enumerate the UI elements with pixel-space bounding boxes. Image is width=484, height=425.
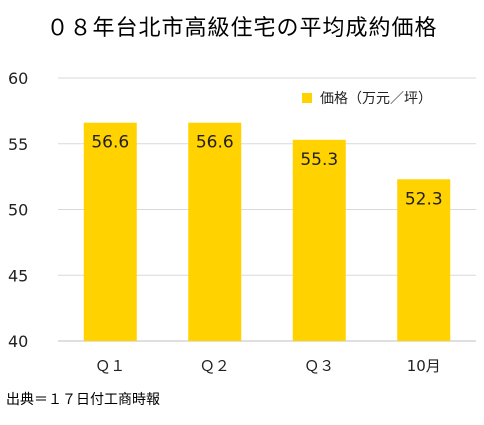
- y-tick-label: 50: [8, 201, 28, 220]
- y-tick-label: 45: [8, 266, 28, 285]
- data-label: 55.3: [300, 150, 338, 170]
- bar: [292, 139, 346, 341]
- data-label: 56.6: [196, 133, 234, 153]
- legend-label: 価格（万元／坪）: [320, 91, 432, 107]
- category-label: Ｑ３: [304, 357, 334, 375]
- y-axis-ticks: 40 45 50 55 60: [8, 69, 28, 351]
- chart-title: ０８年台北市高級住宅の平均成約価格: [46, 16, 438, 41]
- y-tick-label: 40: [8, 332, 28, 351]
- y-tick-label: 55: [8, 135, 28, 154]
- category-label: Ｑ２: [200, 357, 230, 375]
- legend-swatch: [302, 93, 312, 103]
- y-tick-label: 60: [8, 69, 28, 88]
- x-axis-categories: Ｑ１ Ｑ２ Ｑ３ 10月: [95, 357, 441, 375]
- category-label: 10月: [407, 357, 441, 375]
- data-label: 56.6: [91, 133, 129, 153]
- source-note: 出典＝１７日付工商時報: [6, 392, 160, 408]
- bars: [83, 122, 451, 342]
- category-label: Ｑ１: [95, 357, 125, 375]
- data-labels: 56.6 56.6 55.3 52.3: [91, 133, 442, 210]
- bar: [188, 122, 242, 342]
- data-label: 52.3: [405, 189, 443, 209]
- bar: [397, 179, 451, 341]
- legend: 価格（万元／坪）: [302, 91, 432, 107]
- bar: [83, 122, 137, 342]
